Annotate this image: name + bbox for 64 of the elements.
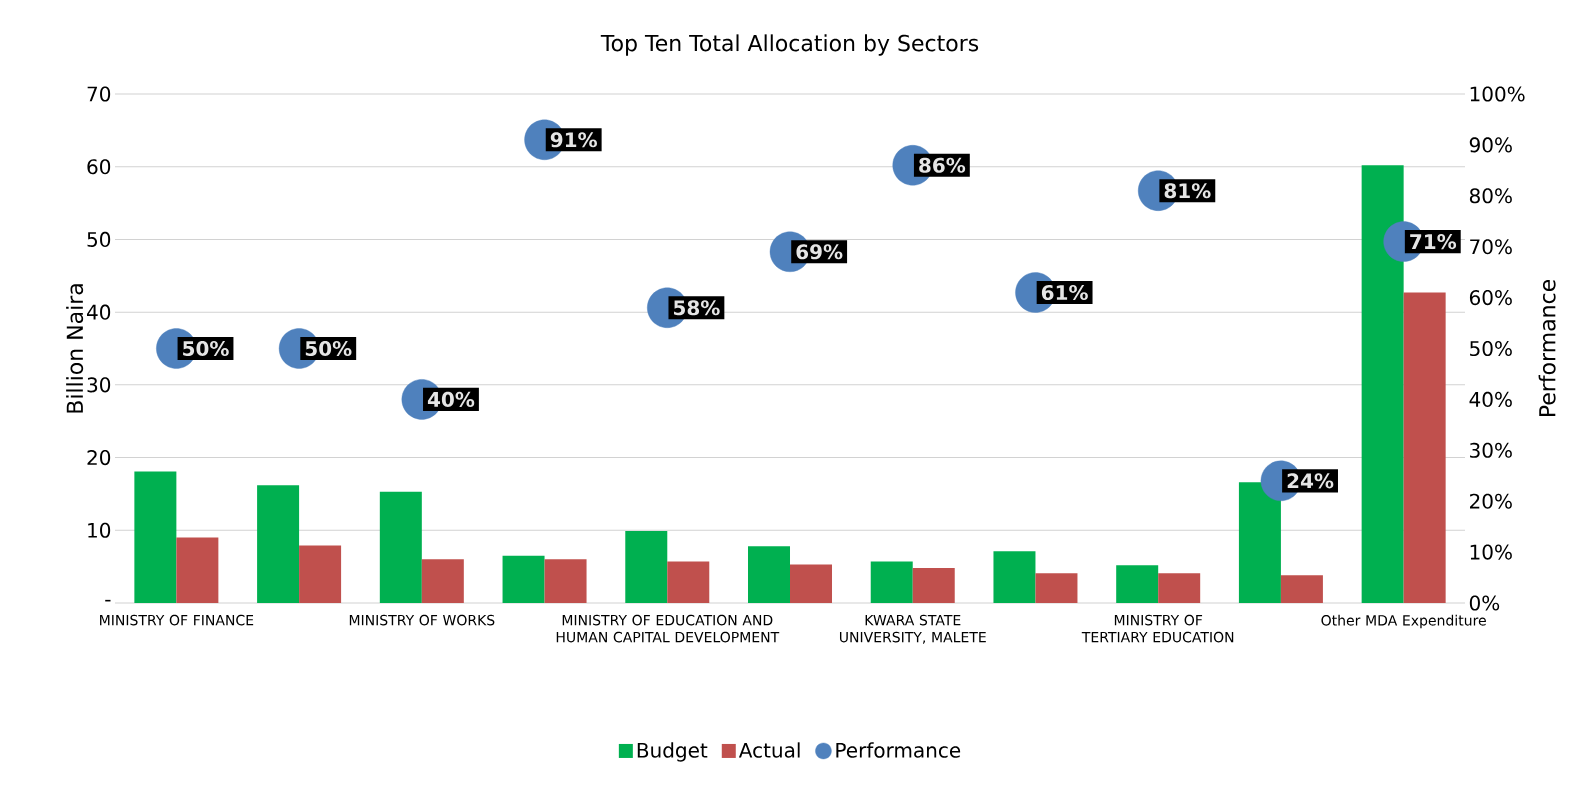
y2-tick-label: 100% <box>1470 86 1525 102</box>
x-tick-label: KWARA STATE UNIVERSITY, MALETE <box>839 614 986 644</box>
y2-tick-label: 40% <box>1469 391 1512 407</box>
bar <box>421 559 464 603</box>
x-tick-label: MINISTRY OF EDUCATION AND HUMAN CAPITAL DEVELOPMENT <box>556 614 780 643</box>
bar <box>299 545 342 603</box>
bar <box>870 561 913 603</box>
data-label: 86% <box>919 157 966 173</box>
x-tick-label: MINISTRY OF WORKS <box>349 614 495 626</box>
bar <box>748 546 791 603</box>
y2-tick-label: 60% <box>1469 290 1512 306</box>
y2-tick-label: 0% <box>1469 595 1500 611</box>
bar <box>257 485 300 603</box>
bar <box>1158 573 1201 603</box>
y-tick-label: 70 <box>87 86 111 102</box>
bar <box>1116 565 1159 603</box>
data-label: 40% <box>427 391 475 407</box>
bar <box>912 568 955 603</box>
data-label: 50% <box>183 340 229 357</box>
y2-tick-label: 50% <box>1470 340 1512 357</box>
y-axis-title: Billion Naira <box>66 284 84 413</box>
legend-label: Actual <box>738 742 800 758</box>
data-label: 24% <box>1287 473 1334 489</box>
y2-tick-label: 10% <box>1470 544 1512 560</box>
bar <box>1035 573 1078 603</box>
y-tick-label: 30 <box>87 377 111 393</box>
bar <box>790 564 833 603</box>
y-tick-label: 60 <box>87 159 111 175</box>
bar <box>667 561 710 603</box>
data-label: 50% <box>305 340 352 357</box>
x-tick-label: Other MDA Expenditure <box>1321 614 1486 629</box>
bar <box>1361 165 1404 603</box>
bar <box>502 555 545 603</box>
data-label: 61% <box>1041 284 1088 301</box>
y2-tick-label: 70% <box>1470 239 1512 255</box>
y2-tick-label: 20% <box>1470 493 1512 509</box>
legend-label: Performance <box>836 742 961 758</box>
y2-tick-label: 80% <box>1469 188 1512 204</box>
bar <box>176 537 219 603</box>
bar <box>134 471 177 603</box>
data-label: 91% <box>550 132 597 148</box>
y-tick-label: 10 <box>88 522 111 538</box>
y2-axis-title: Performance <box>1538 279 1556 417</box>
x-tick-label: MINISTRY OF FINANCE <box>100 614 254 626</box>
bar <box>993 551 1036 603</box>
bar <box>625 531 668 603</box>
data-label: 71% <box>1410 234 1457 250</box>
chart-title: Top Ten Total Allocation by Sectors <box>600 34 979 56</box>
y-tick-label: - <box>105 599 111 602</box>
bar <box>1403 292 1446 603</box>
y2-tick-label: 90% <box>1469 137 1512 153</box>
bar <box>544 559 587 603</box>
data-label: 81% <box>1164 183 1211 199</box>
y-tick-label: 20 <box>87 450 111 466</box>
bar <box>379 491 422 603</box>
y-tick-label: 50 <box>87 231 111 247</box>
y2-tick-label: 30% <box>1470 442 1512 458</box>
legend-label: Budget <box>637 742 708 762</box>
bar <box>1238 482 1281 603</box>
data-label: 58% <box>674 300 720 316</box>
y-tick-label: 40 <box>86 304 111 320</box>
bar <box>1280 575 1323 603</box>
data-label: 69% <box>796 244 843 260</box>
x-tick-label: MINISTRY OF TERTIARY EDUCATION <box>1081 614 1234 643</box>
